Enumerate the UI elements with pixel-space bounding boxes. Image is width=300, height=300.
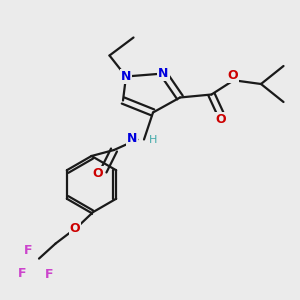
Text: F: F [24,244,33,257]
Text: O: O [93,167,104,180]
Text: F: F [45,268,54,281]
Text: N: N [127,132,137,145]
Text: N: N [121,70,131,83]
Text: F: F [18,267,27,280]
Text: H: H [148,135,157,145]
Text: O: O [227,69,238,82]
Text: O: O [70,222,80,235]
Text: O: O [215,113,226,126]
Text: N: N [158,67,169,80]
